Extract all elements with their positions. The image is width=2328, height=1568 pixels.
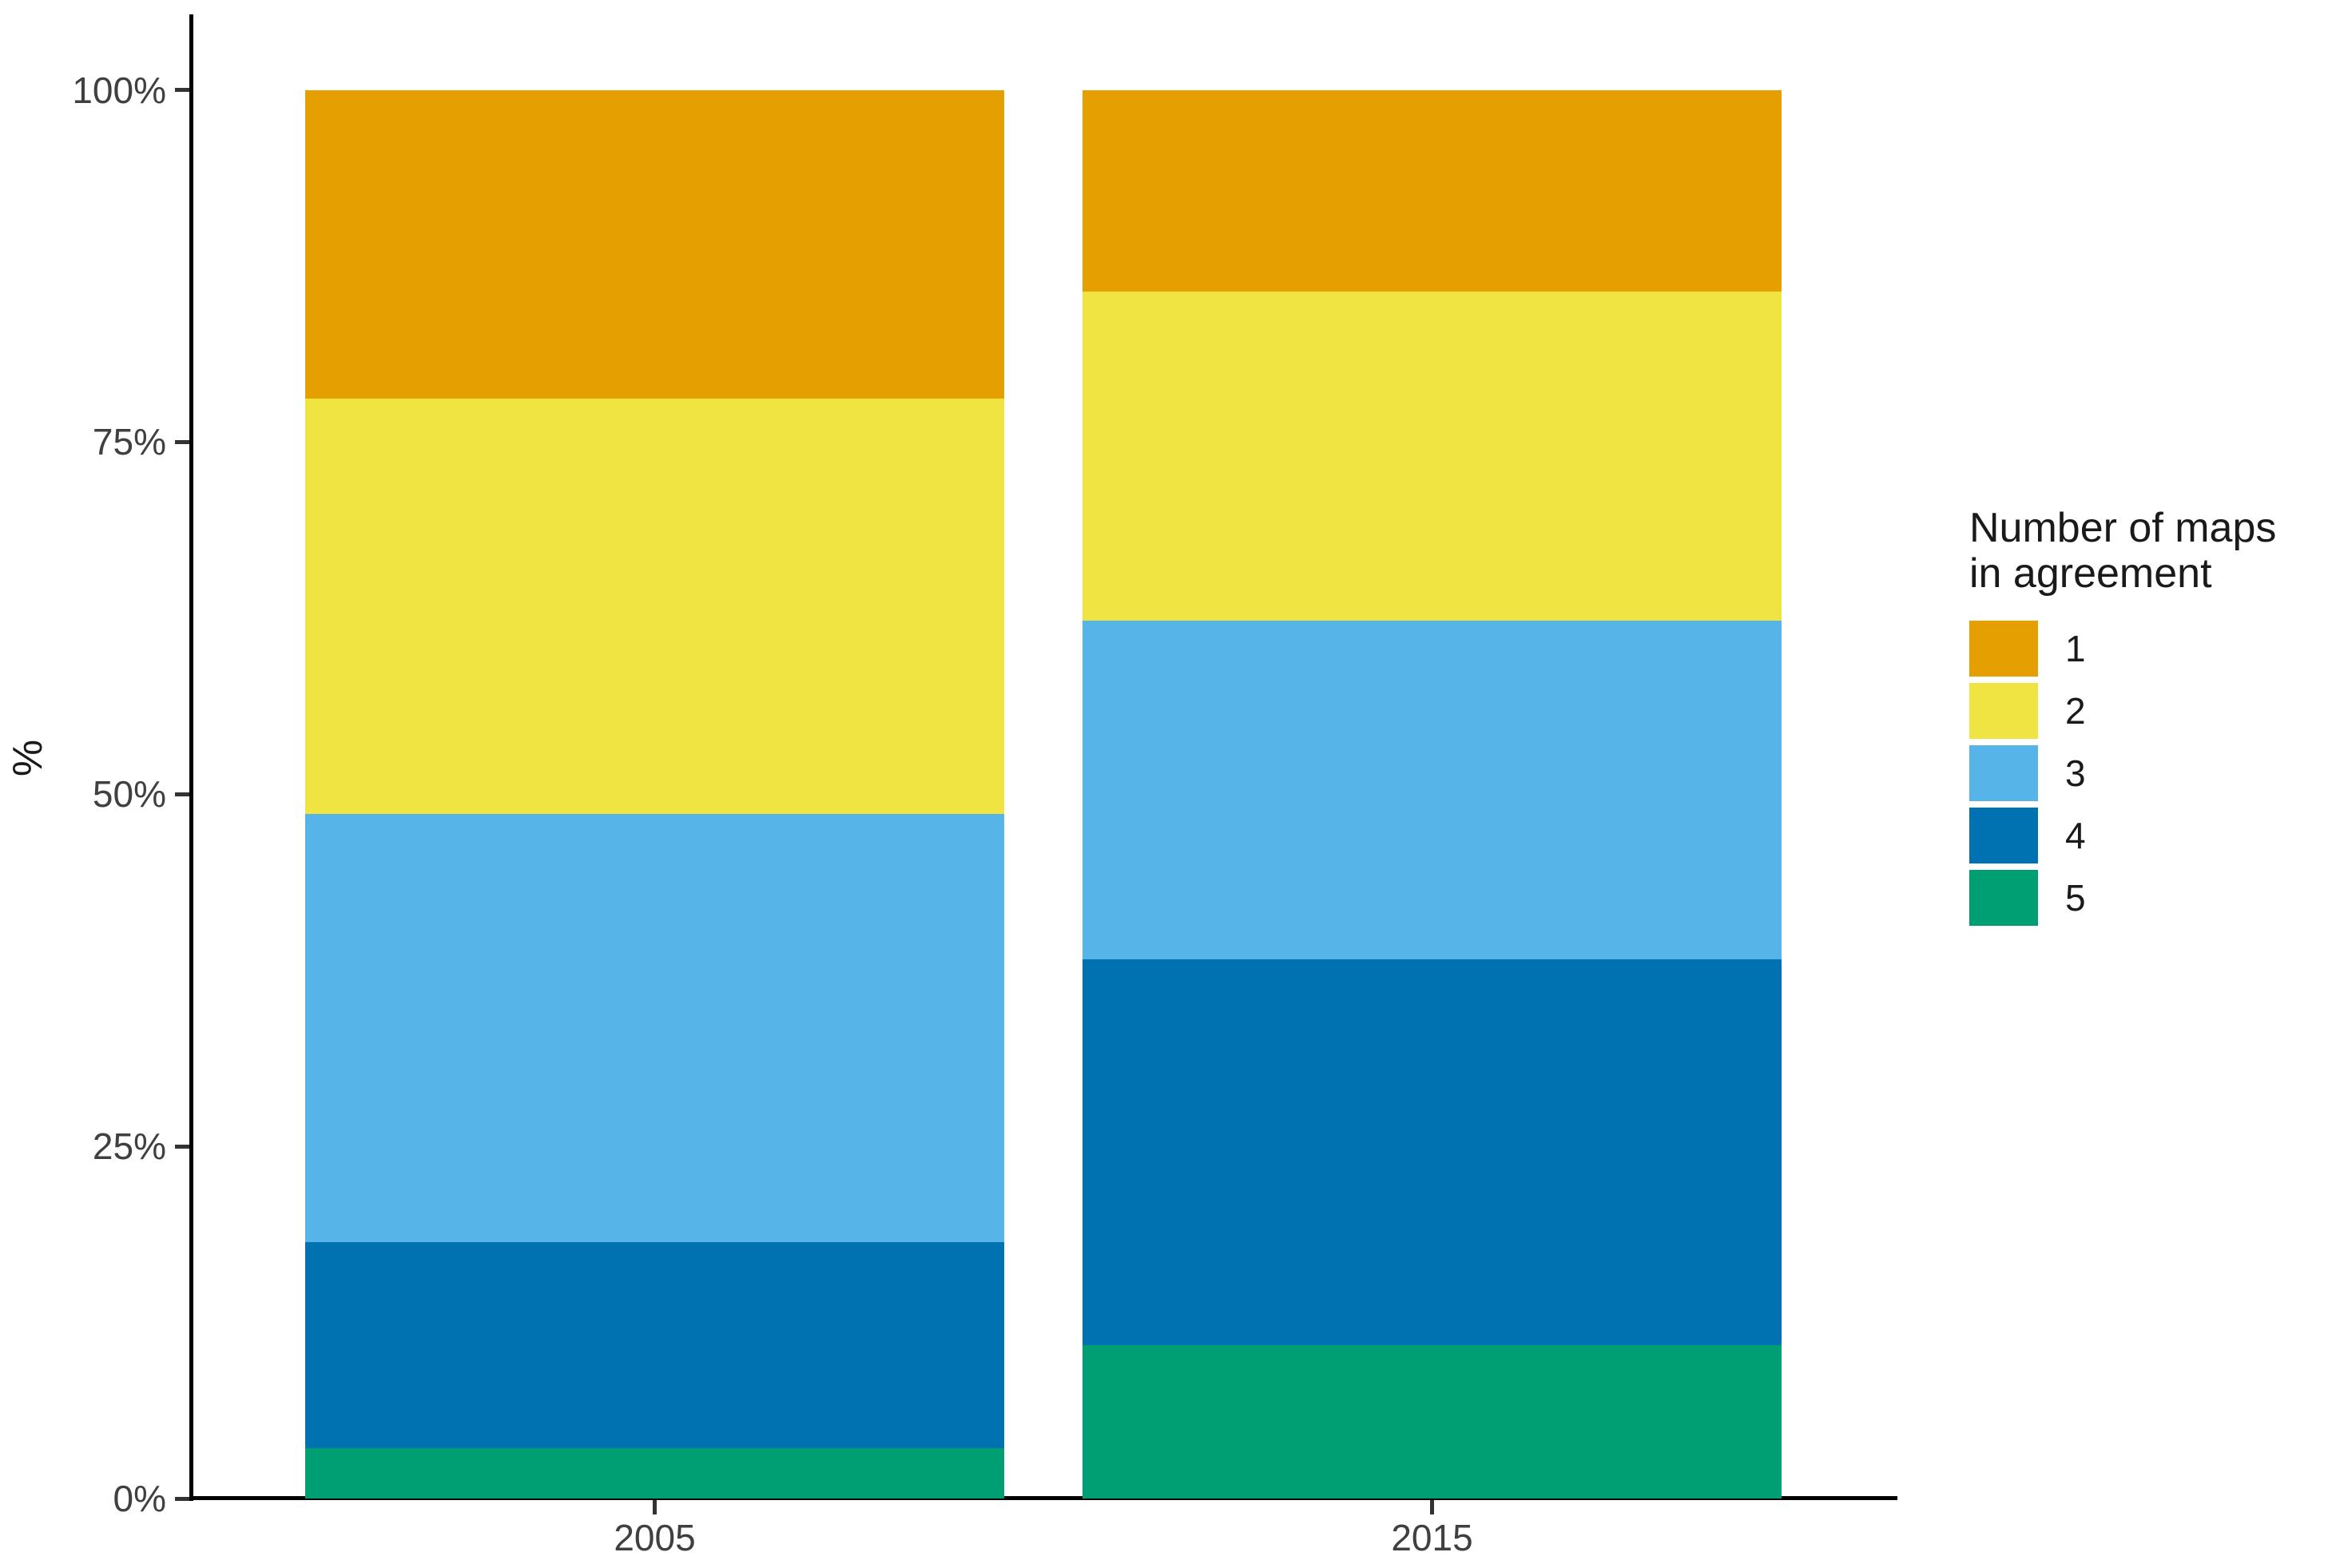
y-tick-mark-25% [175, 1144, 189, 1149]
x-axis-line [189, 1496, 1897, 1500]
bar-segment-2005-maps-4 [305, 1242, 1004, 1448]
legend-entry-3: 3 [1969, 745, 2325, 801]
legend-entries: 1 2 3 4 5 [1969, 621, 2325, 926]
legend-entry-1: 1 [1969, 621, 2325, 677]
legend-label-3: 3 [2065, 752, 2086, 794]
bar-segment-2015-maps-3 [1083, 621, 1782, 959]
bar-segment-2015-maps-1 [1083, 89, 1782, 292]
x-tick-label-2015: 2015 [1391, 1517, 1473, 1558]
legend-title: Number of maps in agreement [1969, 506, 2325, 597]
legend-entry-2: 2 [1969, 683, 2325, 739]
y-axis-title: % [5, 739, 52, 777]
bar-segment-2015-maps-2 [1083, 291, 1782, 621]
bar-segment-2005-maps-3 [305, 813, 1004, 1243]
y-tick-label-25%: 25% [92, 1125, 166, 1168]
legend-label-1: 1 [2065, 628, 2086, 669]
legend-label-2: 2 [2065, 690, 2086, 732]
legend-key-swatch-3 [1969, 745, 2038, 801]
legend-key-swatch-1 [1969, 621, 2038, 677]
y-tick-mark-0% [175, 1496, 189, 1501]
bar-segment-2005-maps-5 [305, 1447, 1004, 1499]
y-tick-label-0%: 0% [113, 1478, 166, 1519]
y-tick-mark-100% [175, 88, 189, 92]
bar-segment-2005-maps-1 [305, 89, 1004, 399]
legend-title-line-2: in agreement [1969, 550, 2212, 597]
bar-segment-2005-maps-2 [305, 398, 1004, 814]
legend-title-line-1: Number of maps [1969, 505, 2277, 551]
x-tick-mark-2015 [1430, 1500, 1434, 1514]
legend-entry-4: 4 [1969, 808, 2325, 863]
y-tick-label-50%: 50% [92, 773, 166, 816]
x-tick-mark-2005 [653, 1500, 657, 1514]
legend-label-4: 4 [2065, 815, 2086, 856]
legend-key-swatch-2 [1969, 683, 2038, 739]
bar-segment-2015-maps-4 [1083, 959, 1782, 1345]
x-tick-label-2005: 2005 [614, 1517, 696, 1558]
y-tick-label-100%: 100% [72, 69, 166, 111]
y-tick-mark-50% [175, 792, 189, 796]
legend-key-swatch-4 [1969, 808, 2038, 863]
legend-entry-5: 5 [1969, 870, 2325, 926]
y-axis-line [189, 14, 193, 1501]
y-tick-mark-75% [175, 439, 189, 444]
y-tick-label-75%: 75% [92, 421, 166, 463]
legend-key-swatch-5 [1969, 870, 2038, 926]
legend-label-5: 5 [2065, 877, 2086, 919]
legend: Number of maps in agreement 1 2 3 4 5 [1969, 506, 2325, 932]
bar-segment-2015-maps-5 [1083, 1344, 1782, 1499]
